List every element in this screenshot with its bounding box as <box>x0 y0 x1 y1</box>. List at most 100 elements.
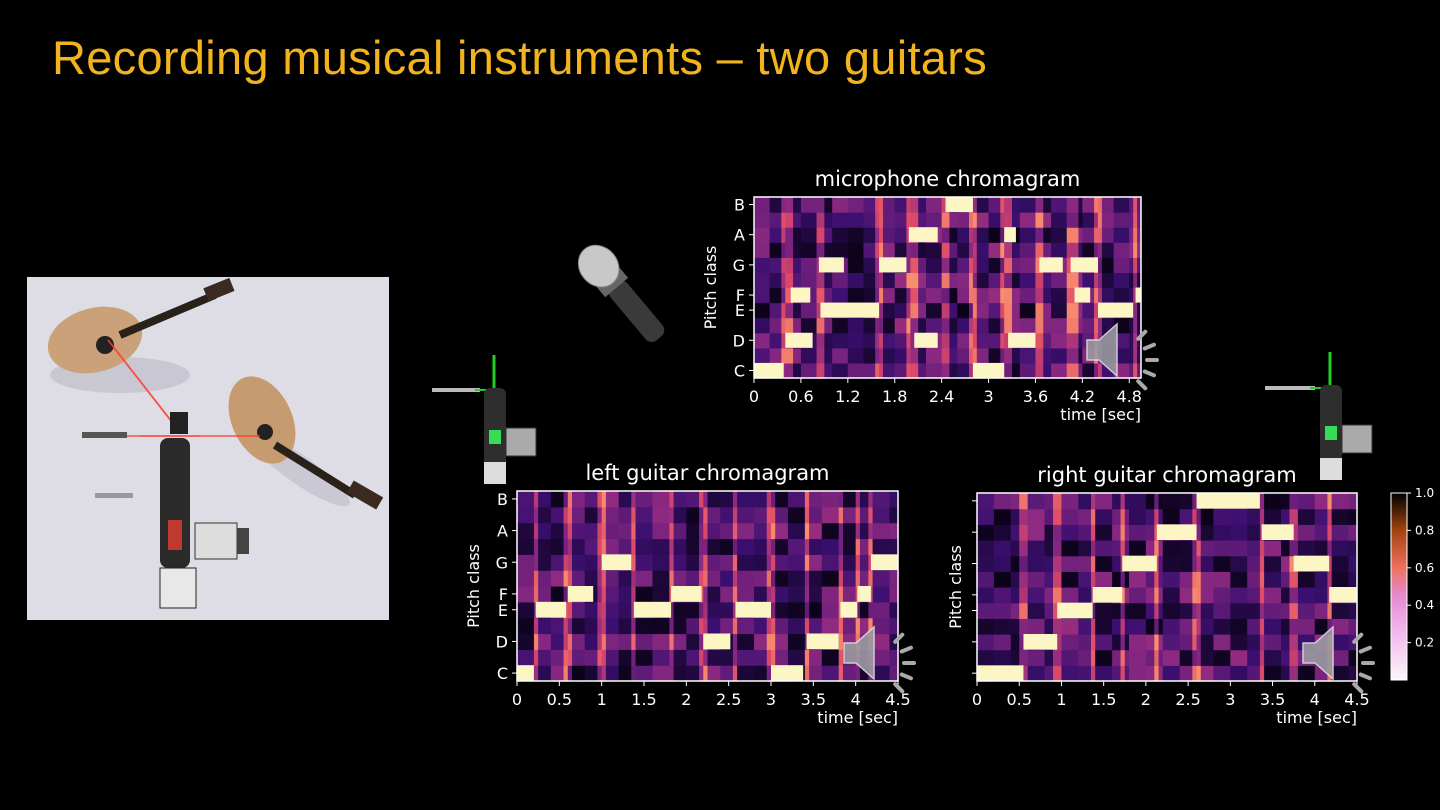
heatmap-cell <box>1150 508 1155 525</box>
heatmap-cell <box>618 633 624 650</box>
heatmap-cell <box>824 212 829 228</box>
heatmap-cell <box>1078 665 1084 682</box>
heatmap-cell <box>639 491 645 508</box>
heatmap-cell <box>1272 508 1278 525</box>
heatmap-cell <box>711 665 717 682</box>
heatmap-cell <box>1331 618 1337 635</box>
heatmap-cell <box>1226 618 1231 635</box>
heatmap-cell <box>669 601 675 619</box>
heatmap-cell <box>601 601 607 619</box>
heatmap-cell <box>699 506 704 524</box>
y-tick-label: D <box>733 331 745 350</box>
heatmap-cell <box>580 601 586 619</box>
heatmap-cell <box>847 522 853 540</box>
heatmap-cell <box>761 347 767 364</box>
heatmap-cell <box>779 554 785 571</box>
heatmap-cell <box>871 317 876 334</box>
heatmap-cell <box>622 649 628 666</box>
heatmap-cell <box>1055 212 1060 228</box>
heatmap-cell <box>1285 602 1291 619</box>
heatmap-cell <box>1058 287 1064 304</box>
heatmap-cell <box>622 538 628 555</box>
heatmap-cell <box>521 601 527 619</box>
heatmap-cell <box>1268 634 1274 651</box>
heatmap-cell <box>796 570 802 587</box>
heatmap-cell <box>555 554 560 571</box>
heatmap-cell <box>1314 587 1320 604</box>
heatmap-cell <box>988 347 994 364</box>
heatmap-cell <box>812 257 818 274</box>
heatmap-cell <box>737 649 742 666</box>
heatmap-cell <box>1002 602 1008 619</box>
heatmap-cell <box>576 665 582 682</box>
speaker-icon[interactable] <box>1302 625 1375 694</box>
heatmap-cell <box>694 665 700 682</box>
speaker-icon[interactable] <box>843 625 916 694</box>
heatmap-cell <box>567 570 573 587</box>
heatmap-cell <box>826 491 831 508</box>
heatmap-cell <box>711 649 717 666</box>
heatmap-cell <box>804 506 810 524</box>
heatmap-cell <box>847 227 853 243</box>
heatmap-cell <box>1015 524 1020 541</box>
heatmap-cell <box>656 506 662 524</box>
heatmap-cell <box>876 570 882 587</box>
heatmap-cell <box>890 212 896 228</box>
heatmap-cell <box>555 522 560 540</box>
heatmap-cell <box>800 522 806 540</box>
heatmap-cell <box>941 332 947 349</box>
heatmap-cell <box>1062 287 1068 304</box>
heatmap-cell <box>1099 540 1105 557</box>
heatmap-cell <box>1221 540 1227 557</box>
heatmap-cell <box>1293 602 1299 619</box>
heatmap-cell <box>980 197 986 213</box>
heatmap-cell <box>1137 212 1142 228</box>
y-tick-label: B <box>497 490 508 509</box>
heatmap-cell <box>953 257 958 274</box>
heatmap-cell <box>707 491 713 508</box>
heatmap-cell <box>834 554 840 571</box>
heatmap-cell <box>797 212 802 228</box>
heatmap-cell <box>593 570 599 587</box>
heatmap-cell <box>783 570 789 587</box>
heatmap-cell <box>1137 571 1143 588</box>
heatmap-cell <box>961 302 966 319</box>
heatmap-cell <box>824 227 829 243</box>
heatmap-cell <box>893 506 899 524</box>
heatmap-cell <box>1344 540 1350 557</box>
heatmap-cell <box>724 617 730 635</box>
speaker-icon[interactable] <box>1086 322 1159 391</box>
heatmap-cell <box>868 617 874 635</box>
heatmap-cell <box>1031 227 1037 243</box>
heatmap-cell <box>593 506 599 524</box>
heatmap-cell <box>985 618 991 635</box>
heatmap-cell <box>648 491 654 508</box>
note-event <box>857 586 871 602</box>
heatmap-cell <box>1327 508 1333 525</box>
heatmap-cell <box>754 347 759 364</box>
heatmap-cell <box>787 617 793 635</box>
heatmap-cell <box>941 347 947 364</box>
heatmap-cell <box>529 649 535 666</box>
heatmap-cell <box>673 601 679 619</box>
heatmap-cell <box>1124 649 1130 666</box>
heatmap-cell <box>1113 242 1119 258</box>
heatmap-cell <box>981 618 987 635</box>
heatmap-cell <box>926 197 931 213</box>
heatmap-cell <box>635 633 641 650</box>
heatmap-cell <box>804 362 810 379</box>
heatmap-cell <box>656 570 662 587</box>
heatmap-cell <box>1293 524 1299 541</box>
heatmap-cell <box>1247 524 1253 541</box>
heatmap-cell <box>885 538 891 555</box>
heatmap-cell <box>796 506 802 524</box>
heatmap-cell <box>1188 602 1193 619</box>
heatmap-cell <box>761 227 767 243</box>
heatmap-cell <box>1205 508 1210 525</box>
heatmap-cell <box>989 634 995 651</box>
heatmap-cell <box>847 317 853 334</box>
heatmap-cell <box>773 347 779 364</box>
heatmap-cell <box>1268 508 1274 525</box>
heatmap-cell <box>902 287 908 304</box>
heatmap-cell <box>894 227 900 243</box>
